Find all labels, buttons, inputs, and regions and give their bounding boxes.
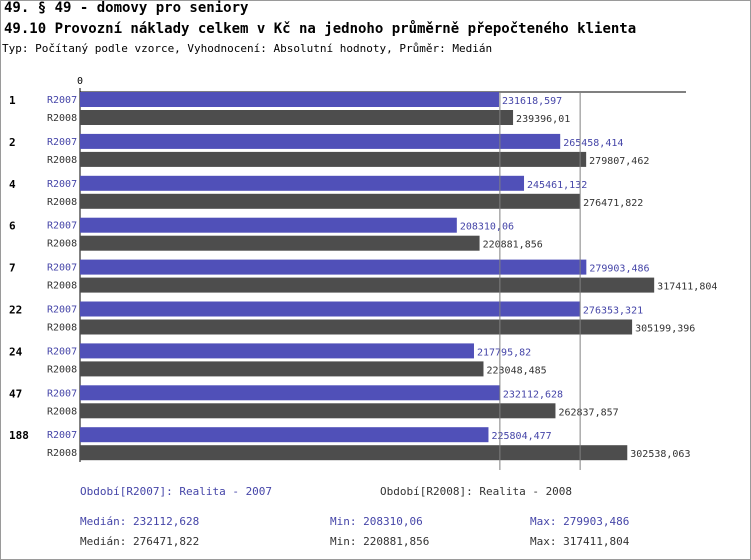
bar-r2008 (80, 235, 480, 251)
value-label: 302538,063 (630, 449, 690, 460)
series-label: R2008 (47, 197, 77, 208)
series-label: R2007 (47, 430, 77, 441)
bar-r2008 (80, 110, 514, 125)
category-label: 22 (9, 304, 22, 317)
stat-max-2008: Max: 317411,804 (530, 535, 630, 548)
value-label: 279807,462 (589, 156, 649, 167)
category-label: 2 (9, 136, 16, 149)
series-label: R2007 (47, 305, 77, 316)
bar-r2008 (80, 151, 587, 167)
stat-min-2008: Min: 220881,856 (330, 535, 430, 548)
value-label: 317411,804 (657, 282, 717, 293)
value-label: 279903,486 (589, 264, 649, 275)
category-label: 188 (9, 429, 29, 442)
value-label: 239396,01 (516, 114, 570, 125)
bar-r2007 (80, 427, 489, 443)
value-label: 231618,597 (502, 96, 562, 107)
category-label: 1 (9, 94, 16, 107)
value-label: 305199,396 (635, 324, 695, 335)
chart-subtitle: Typ: Počítaný podle vzorce, Vyhodnocení:… (2, 42, 493, 55)
legend-period-2007: Období[R2007]: Realita - 2007 (80, 485, 273, 498)
bar-r2008 (80, 319, 633, 335)
series-label: R2008 (47, 448, 77, 459)
bar-r2007 (80, 92, 499, 107)
series-label: R2008 (47, 364, 77, 375)
category-label: 47 (9, 387, 22, 400)
stat-median-2007: Medián: 232112,628 (80, 515, 200, 528)
bar-r2008 (80, 403, 556, 419)
stat-min-2007: Min: 208310,06 (330, 515, 423, 528)
bar-r2007 (80, 259, 587, 275)
series-label: R2007 (47, 263, 77, 274)
stat-median-2008: Medián: 276471,822 (80, 535, 200, 548)
series-label: R2007 (47, 137, 77, 148)
category-label: 4 (9, 178, 16, 191)
bar-r2007 (80, 301, 580, 317)
series-label: R2008 (47, 281, 77, 292)
series-label: R2008 (47, 155, 77, 166)
series-label: R2008 (47, 406, 77, 417)
series-label: R2007 (47, 179, 77, 190)
value-label: 208310,06 (460, 222, 514, 233)
value-label: 220881,856 (483, 240, 543, 251)
series-label: R2007 (47, 346, 77, 357)
bar-r2007 (80, 133, 561, 149)
bar-r2007 (80, 217, 457, 233)
bar-r2008 (80, 445, 628, 461)
x-axis-zero-label: 0 (77, 76, 83, 87)
stat-max-2007: Max: 279903,486 (530, 515, 630, 528)
bar-r2007 (80, 385, 500, 401)
bar-r2007 (80, 343, 474, 359)
category-label: 7 (9, 262, 16, 275)
value-label: 262837,857 (558, 407, 618, 418)
bar-r2008 (80, 361, 484, 377)
legend-period-2008: Období[R2008]: Realita - 2008 (380, 485, 573, 498)
chart-title-line1: 49. § 49 - domovy pro seniory (4, 0, 249, 16)
bar-r2007 (80, 175, 525, 191)
category-label: 24 (9, 345, 23, 358)
series-label: R2008 (47, 323, 77, 334)
series-label: R2007 (47, 221, 77, 232)
value-label: 225804,477 (491, 431, 551, 442)
series-label: R2007 (47, 95, 77, 106)
bar-r2008 (80, 277, 655, 293)
value-label: 276353,321 (583, 306, 643, 317)
value-label: 217795,82 (477, 347, 531, 358)
category-label: 6 (9, 220, 16, 233)
value-label: 245461,132 (527, 180, 587, 191)
value-label: 232112,628 (503, 389, 563, 400)
series-label: R2008 (47, 113, 77, 124)
bar-r2008 (80, 193, 581, 209)
series-label: R2008 (47, 239, 77, 250)
chart-title-line2: 49.10 Provozní náklady celkem v Kč na je… (4, 21, 637, 37)
value-label: 223048,485 (486, 365, 546, 376)
value-label: 265458,414 (563, 138, 623, 149)
series-label: R2007 (47, 388, 77, 399)
value-label: 276471,822 (583, 198, 643, 209)
